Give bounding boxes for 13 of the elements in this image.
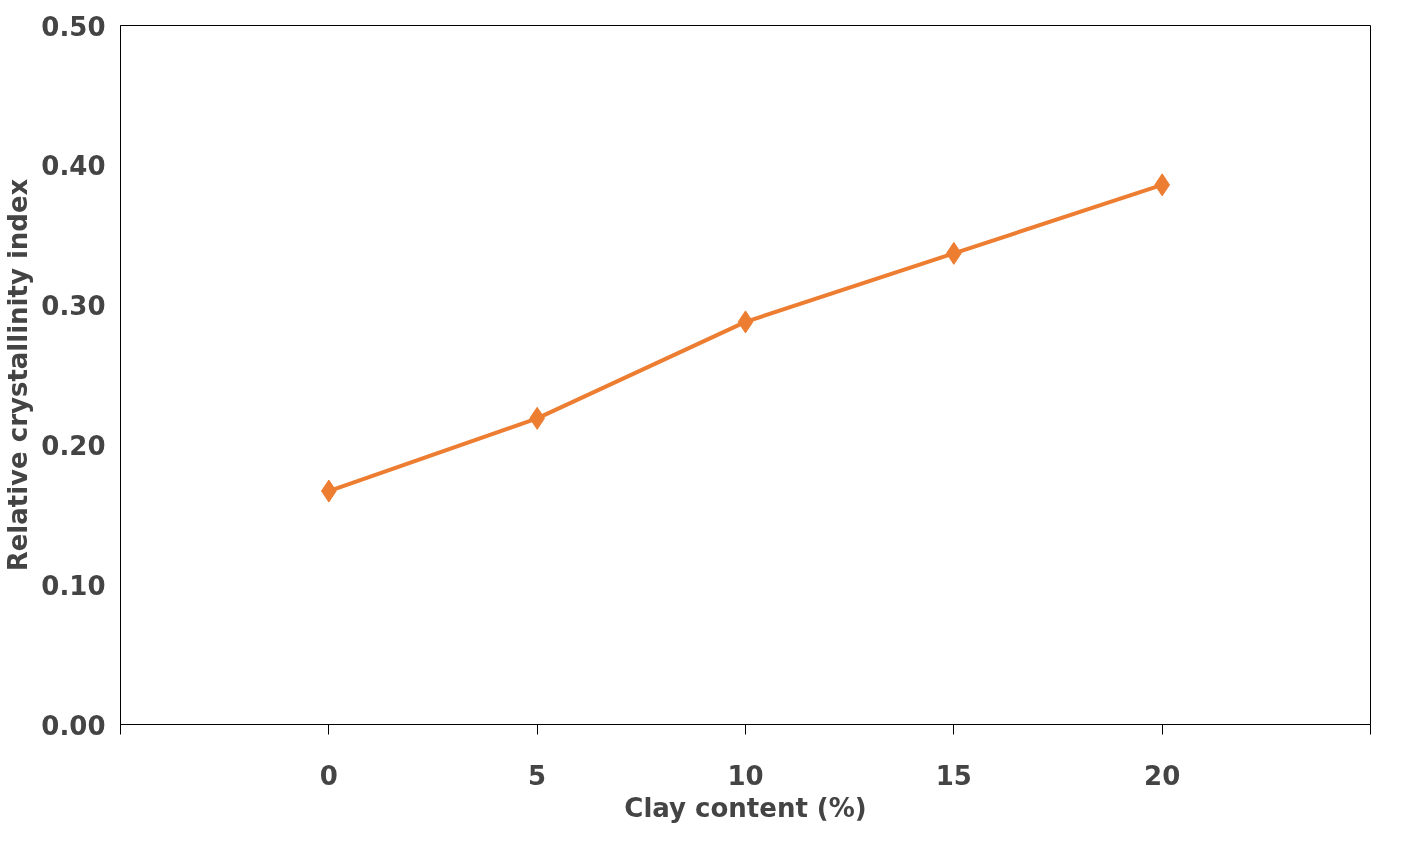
y-tick-label: 0.10 bbox=[41, 570, 106, 601]
x-tick-label: 10 bbox=[727, 760, 764, 791]
x-tick-label: 0 bbox=[319, 760, 338, 791]
x-tick-label: 5 bbox=[528, 760, 547, 791]
x-tick-label: 20 bbox=[1144, 760, 1181, 791]
y-tick-label: 0.30 bbox=[41, 291, 106, 322]
y-axis-title: Relative crystallinity index bbox=[3, 178, 34, 572]
y-tick-label: 0.40 bbox=[41, 151, 106, 182]
x-axis-title: Clay content (%) bbox=[624, 792, 867, 823]
x-tick-label: 15 bbox=[935, 760, 972, 791]
y-tick-label: 0.50 bbox=[41, 11, 106, 42]
y-tick-label: 0.00 bbox=[41, 710, 106, 741]
y-tick-label: 0.20 bbox=[41, 430, 106, 461]
